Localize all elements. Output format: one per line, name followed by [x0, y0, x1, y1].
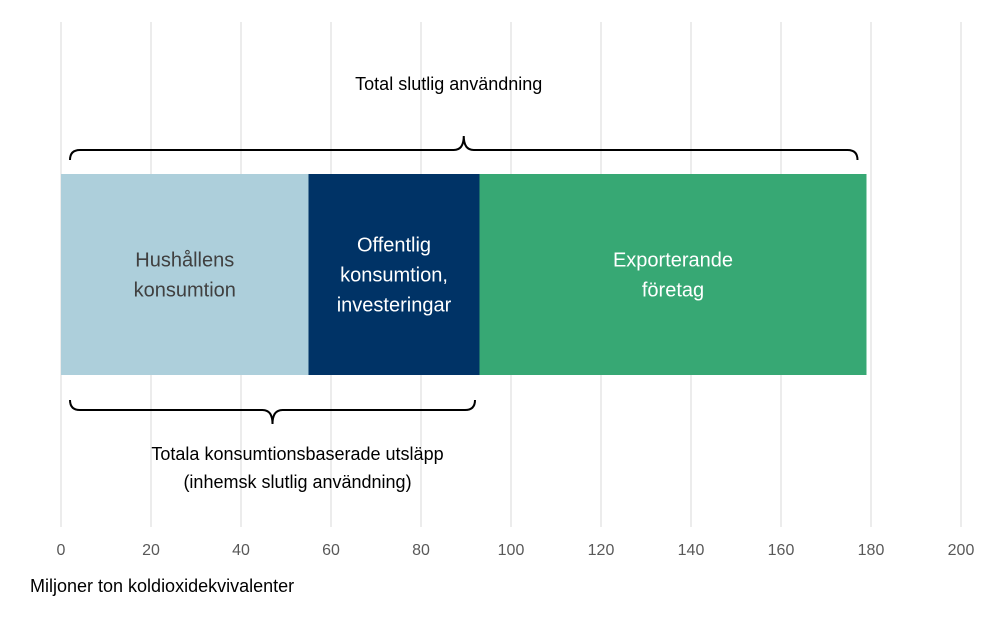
- curly-bracket: [69, 135, 859, 161]
- bar-segment-label: Hushållens konsumtion: [134, 250, 236, 302]
- annotation-label: (inhemsk slutlig användning): [183, 472, 411, 492]
- annotation-label: Totala konsumtionsbaserade utsläpp: [151, 444, 443, 464]
- stacked-bar: Hushållens konsumtion Offentlig konsumtion,…: [61, 174, 867, 375]
- bar-segment-label: Offentlig konsumtion, investeringar: [337, 235, 452, 317]
- x-tick-label: 120: [588, 542, 615, 559]
- x-tick-label: 40: [232, 542, 250, 559]
- annotation-label: Total slutlig användning: [355, 74, 542, 94]
- curly-bracket: [69, 399, 476, 425]
- bar-segment: [61, 174, 309, 375]
- x-tick-label: 60: [322, 542, 340, 559]
- bar-segment: [308, 174, 480, 375]
- brackets: Total slutlig användning Totala konsumtio…: [69, 74, 859, 492]
- x-axis-label: Miljoner ton koldioxidekvivalenter: [30, 576, 294, 596]
- x-tick-label: 140: [678, 542, 705, 559]
- x-tick-label: 80: [412, 542, 430, 559]
- x-axis-ticks: 0 20 40 60 80 100 120 140 160 180 200: [57, 542, 975, 559]
- x-tick-label: 20: [142, 542, 160, 559]
- x-tick-label: 200: [948, 542, 975, 559]
- bar-segment: [479, 174, 867, 375]
- x-tick-label: 0: [57, 542, 66, 559]
- x-tick-label: 100: [498, 542, 525, 559]
- bar-segment-label: Exporterande företag: [613, 250, 733, 302]
- x-tick-label: 180: [858, 542, 885, 559]
- x-tick-label: 160: [768, 542, 795, 559]
